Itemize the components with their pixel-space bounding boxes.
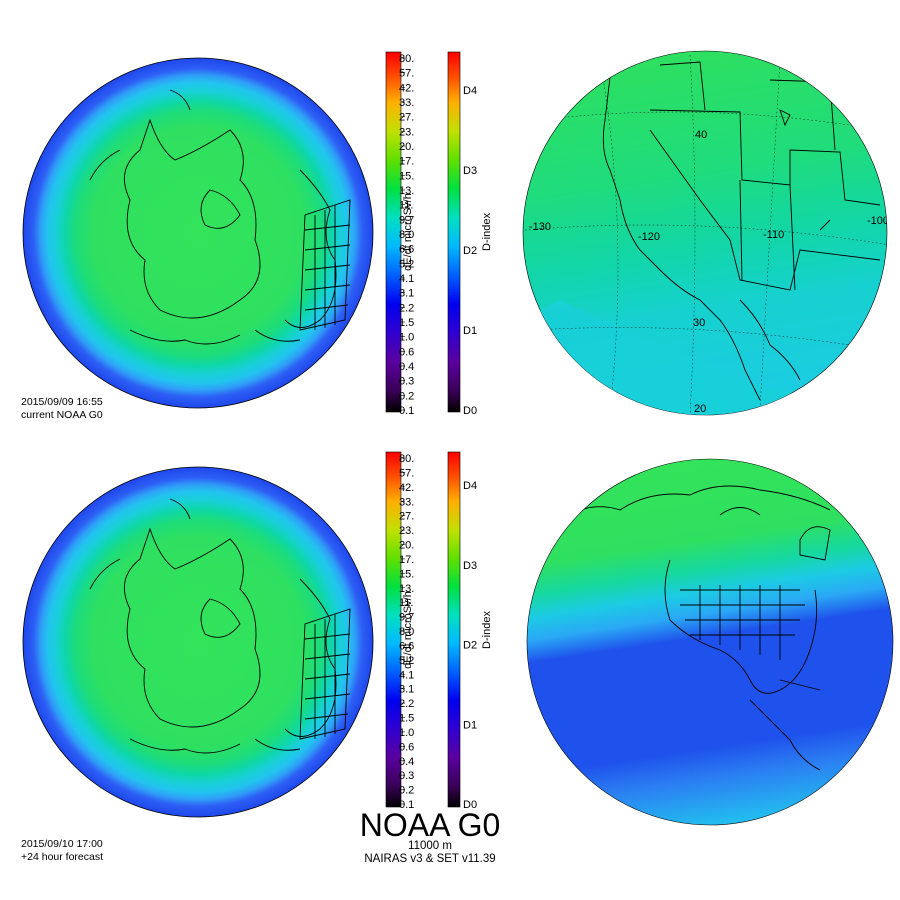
- dose-tick-label-bottom: 3.1: [399, 684, 414, 696]
- dose-tick-label-bottom: 57.: [399, 467, 414, 479]
- dose-tick-label-top: 1.0: [399, 332, 414, 344]
- dose-tick-label-bottom: 0.2: [399, 785, 414, 797]
- dose-tick-label-bottom: 20.: [399, 540, 414, 552]
- date-forecast: 2015/09/10 17:00: [21, 838, 103, 850]
- timestamp-forecast: 2015/09/10 17:00 +24 hour forecast: [21, 838, 103, 864]
- dindex-tick-label-top: D0: [463, 405, 477, 417]
- dose-tick-label-top: 20.: [399, 141, 414, 153]
- dose-tick-label-top: 1.5: [399, 317, 414, 329]
- dose-tick-label-bottom: 15.: [399, 568, 414, 580]
- regional-dose-map-current: 40 30 20 -130 -120 -110 -100: [522, 50, 889, 416]
- dose-tick-label-top: 17.: [399, 156, 414, 168]
- lon-label-120: -120: [638, 231, 660, 243]
- dose-tick-label-top: 15.: [399, 170, 414, 182]
- dindex-tick-label-bottom: D1: [463, 719, 477, 731]
- dose-colorbar-bottom: 80. 57. 42. 33. 27. 23. 20. 17. 15. 13. 11. 9.7 8.0 6…: [385, 451, 414, 811]
- dose-tick-label-top: 33.: [399, 97, 414, 109]
- dose-tick-label-bottom: 6.6: [399, 640, 414, 652]
- timestamp-current: 2015/09/09 16:55 current NOAA G0: [21, 396, 103, 422]
- dose-tick-label-top: 80.: [399, 53, 414, 65]
- polar-dose-map-current: [22, 57, 374, 409]
- lat-label-20: 20: [694, 403, 706, 415]
- dose-tick-label-bottom: 17.: [399, 554, 414, 566]
- dose-tick-label-bottom: 0.4: [399, 756, 414, 768]
- label-forecast: +24 hour forecast: [21, 851, 104, 863]
- dose-tick-label-bottom: 23.: [399, 525, 414, 537]
- dose-tick-label-bottom: 5.2: [399, 655, 414, 667]
- lon-label-110: -110: [763, 229, 784, 241]
- dose-tick-label-top: 9.7: [399, 214, 414, 226]
- coastlines-forecast: [89, 498, 351, 754]
- polar-dose-map-forecast: [22, 466, 374, 818]
- coastlines-regional: [602, 59, 881, 401]
- dose-tick-label-bottom: 2.2: [399, 698, 414, 710]
- dose-tick-label-bottom: 8.0: [399, 626, 414, 638]
- lat-label-40: 40: [695, 129, 707, 141]
- dose-tick-label-bottom: 1.0: [399, 727, 414, 739]
- dose-tick-label-top: 42.: [399, 82, 414, 94]
- dose-tick-label-top: 23.: [399, 126, 414, 138]
- regional-map-content: 40 30 20 -130 -120 -110 -100: [523, 54, 889, 415]
- dose-tick-label-top: 27.: [399, 112, 414, 124]
- figure-title: NOAA G0: [359, 807, 501, 843]
- dindex-tick-label-top: D3: [463, 165, 477, 177]
- dose-tick-label-top: 11.: [399, 200, 413, 212]
- dindex-label-bottom: D-index: [481, 611, 493, 649]
- dose-tick-label-bottom: 42.: [399, 482, 414, 494]
- dose-tick-label-bottom: 0.6: [399, 741, 414, 753]
- dindex-colorbar-top: D4 D3 D2 D1 D0 D-index: [447, 51, 493, 417]
- dindex-tick-label-top: D1: [463, 325, 477, 337]
- dose-tick-label-top: 13.: [399, 185, 414, 197]
- dose-tick-label-top: 2.2: [399, 302, 414, 314]
- dose-tick-label-top: 0.1: [399, 405, 414, 417]
- dose-tick-label-top: 8.0: [399, 229, 414, 241]
- dose-scale-label-bottom: dE/dt microSv/h: [402, 591, 414, 669]
- dose-tick-label-top: 5.2: [399, 258, 414, 270]
- dose-colorbar-top: 80. 57. 42. 33. 27. 23. 20. 17. 15. 13. 11. 9.7 8.0 6…: [385, 51, 414, 417]
- dose-tick-label-bottom: 9.7: [399, 612, 414, 624]
- altitude-label: 11000 m: [408, 840, 452, 852]
- dose-scale-label-top: dE/dt microSv/h: [402, 193, 414, 271]
- dose-tick-label-bottom: 80.: [399, 453, 414, 465]
- dose-tick-label-top: 3.1: [399, 288, 414, 300]
- globe-dose-map-forecast: [526, 458, 894, 826]
- dose-tick-label-top: 0.4: [399, 361, 414, 373]
- dose-tick-label-top: 4.1: [399, 273, 414, 285]
- dose-tick-label-bottom: 1.5: [399, 713, 414, 725]
- dindex-label-top: D-index: [481, 213, 493, 251]
- dose-tick-label-bottom: 13.: [399, 583, 414, 595]
- model-label: NAIRAS v3 & SET v11.39: [364, 853, 496, 865]
- dindex-tick-label-top: D4: [463, 85, 477, 97]
- dose-tick-label-top: 57.: [399, 68, 414, 80]
- lat-label-30: 30: [693, 317, 705, 329]
- date-current: 2015/09/09 16:55: [21, 396, 103, 408]
- footer-subtitle: 11000 m NAIRAS v3 & SET v11.39: [330, 840, 530, 866]
- dose-tick-label-top: 0.6: [399, 346, 414, 358]
- dose-tick-label-bottom: 4.1: [399, 669, 414, 681]
- dose-tick-label-bottom: 0.1: [399, 799, 414, 811]
- coastlines-current: [89, 89, 351, 345]
- dindex-tick-label-bottom: D3: [463, 560, 477, 572]
- lon-label-130: -130: [529, 221, 551, 233]
- dose-tick-label-top: 6.6: [399, 244, 414, 256]
- dindex-tick-label-bottom: D4: [463, 480, 477, 492]
- dindex-colorbar-bottom: D4 D3 D2 D1 D0 D-index: [447, 451, 493, 811]
- dindex-tick-label-bottom: D2: [463, 640, 477, 652]
- dindex-tick-label-top: D2: [463, 245, 477, 257]
- dindex-tick-label-bottom: D0: [463, 799, 477, 811]
- dose-tick-label-top: 0.3: [399, 376, 414, 388]
- dose-tick-label-bottom: 11.: [399, 597, 413, 609]
- dose-tick-label-bottom: 27.: [399, 511, 414, 523]
- dose-tick-label-bottom: 0.3: [399, 770, 414, 782]
- dose-tick-label-bottom: 33.: [399, 496, 414, 508]
- lon-label-100: -100: [867, 215, 889, 227]
- label-current: current NOAA G0: [21, 409, 103, 421]
- coastlines-globe: [559, 485, 831, 771]
- dose-tick-label-top: 0.2: [399, 390, 414, 402]
